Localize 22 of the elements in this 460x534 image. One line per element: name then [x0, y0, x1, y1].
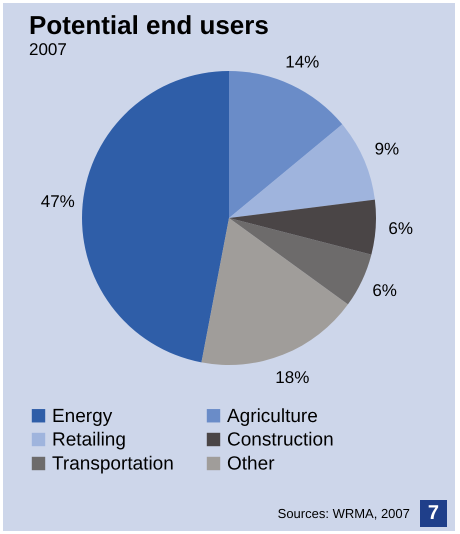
data-label: 6%	[372, 281, 397, 300]
legend-label: Construction	[227, 430, 334, 450]
data-label: 14%	[285, 52, 320, 72]
legend-label: Transportation	[52, 454, 174, 474]
pie-slice	[201, 218, 348, 365]
source-note: Sources: WRMA, 2007	[278, 506, 410, 521]
legend-label: Other	[227, 454, 276, 474]
text: 7	[420, 500, 447, 527]
chart-title: Potential end users	[29, 10, 269, 40]
pie-slice	[229, 218, 372, 304]
legend-label: Energy	[52, 406, 113, 427]
data-label: 6%	[388, 218, 413, 238]
pie-slice	[82, 71, 230, 362]
pie-slice	[229, 200, 376, 255]
data-label: 18%	[275, 368, 310, 387]
data-label: 9%	[374, 140, 400, 159]
data-label: 47%	[40, 192, 75, 211]
pie-slice	[229, 71, 342, 218]
chart-subtitle: 2007	[29, 40, 67, 59]
pie-slice	[229, 124, 375, 218]
legend-label: Retailing	[52, 430, 126, 450]
legend-label: Agriculture	[227, 406, 318, 427]
